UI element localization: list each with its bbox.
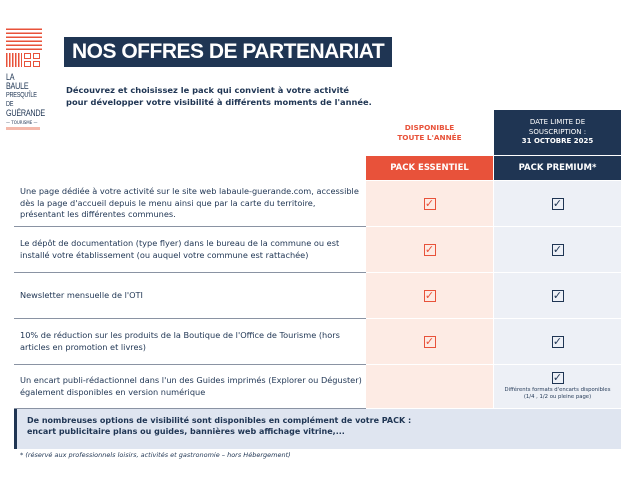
essential-cell: ✓ [366, 227, 493, 273]
pack-essentiel-header: PACK ESSENTIEL [366, 156, 493, 180]
feature-text: Une page dédiée à votre activité sur le … [14, 181, 366, 227]
intro-text: Découvrez et choisissez le pack qui conv… [66, 85, 372, 107]
premium-cell: ✓ [494, 319, 621, 365]
checkbox-checked-icon: ✓ [551, 196, 564, 210]
checkbox-checked-icon: ✓ [551, 334, 564, 348]
logo-text: LA BAULE PRESQU'ÎLE DE GUÉRANDE [6, 72, 45, 118]
checkbox-checked-icon: ✓ [551, 242, 564, 256]
essential-availability: DISPONIBLE TOUTE L'ANNÉE [397, 122, 462, 142]
essential-cell: ✓ [366, 181, 493, 227]
feature-text: Le dépôt de documentation (type flyer) d… [14, 227, 366, 273]
table-row: Une page dédiée à votre activité sur le … [14, 181, 621, 227]
logo-bar [6, 127, 40, 130]
premium-cell: ✓ [494, 227, 621, 273]
checkbox-checked-icon: ✓ [423, 288, 436, 302]
premium-cell: ✓ Différents formats d'encarts disponible… [494, 365, 621, 409]
logo-tourisme: — TOURISME — [6, 120, 38, 125]
checkbox-checked-icon: ✓ [423, 242, 436, 256]
feature-text: Newsletter mensuelle de l'OTI [14, 273, 366, 319]
checkbox-checked-icon: ✓ [423, 334, 436, 348]
essential-cell: ✓ [366, 319, 493, 365]
feature-text: Un encart publi-rédactionnel dans l'un d… [14, 365, 366, 409]
page-title: NOS OFFRES DE PARTENARIAT [64, 37, 393, 67]
premium-cell: ✓ [494, 273, 621, 319]
table-row: Newsletter mensuelle de l'OTI ✓ ✓ [14, 273, 621, 319]
footnote: * (réservé aux professionnels loisirs, a… [20, 451, 291, 459]
premium-note: Différents formats d'encarts disponibles… [504, 387, 611, 400]
logo-waves [6, 28, 42, 50]
logo-marks [6, 53, 42, 67]
options-banner: De nombreuses options de visibilité sont… [14, 409, 621, 449]
logo: LA BAULE PRESQU'ÎLE DE GUÉRANDE — TOURISME… [6, 28, 45, 130]
essential-cell: ✓ [366, 273, 493, 319]
table-row: Le dépôt de documentation (type flyer) d… [14, 227, 621, 273]
checkbox-checked-icon: ✓ [423, 196, 436, 210]
premium-deadline: DATE LIMITE DE SOUSCRIPTION :31 OCTOBRE 2… [494, 110, 621, 155]
table-row: 10% de réduction sur les produits de la … [14, 319, 621, 365]
feature-text: 10% de réduction sur les produits de la … [14, 319, 366, 365]
checkbox-checked-icon: ✓ [551, 371, 564, 384]
premium-cell: ✓ [494, 181, 621, 227]
pack-premium-header: PACK PREMIUM* [494, 156, 621, 180]
essential-cell [366, 365, 493, 409]
checkbox-checked-icon: ✓ [551, 288, 564, 302]
table-row: Un encart publi-rédactionnel dans l'un d… [14, 365, 621, 409]
